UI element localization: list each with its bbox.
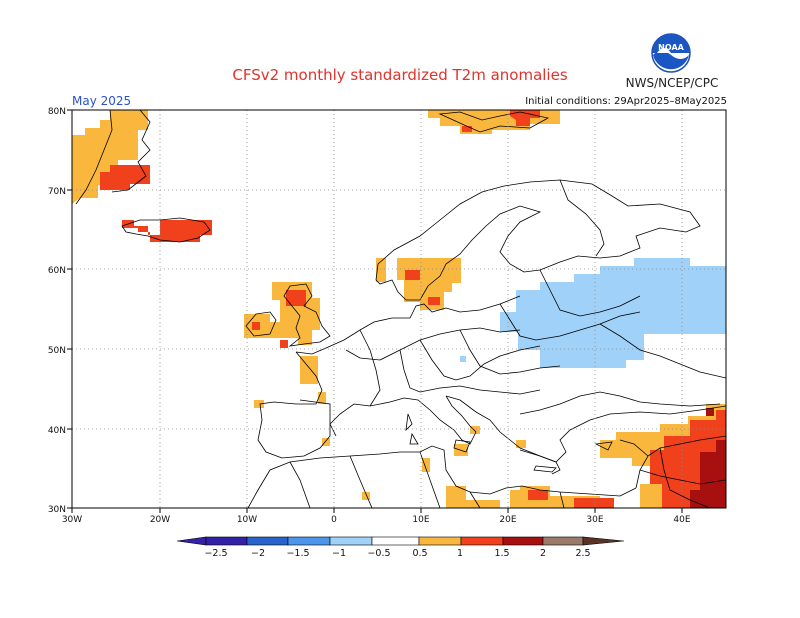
colorbar-segment bbox=[371, 536, 420, 546]
country-outlines bbox=[75, 110, 726, 508]
lon-label: 10W bbox=[237, 515, 257, 525]
colorbar-segment bbox=[176, 536, 207, 546]
colorbar-label: −2 bbox=[251, 548, 265, 559]
anomaly-greece-spot bbox=[516, 440, 526, 448]
map-frame bbox=[71, 109, 727, 509]
colorbar-segment bbox=[246, 536, 289, 546]
colorbar-label: 2.5 bbox=[575, 548, 590, 559]
anomaly-eastern-europe bbox=[500, 258, 726, 368]
lon-label: 10E bbox=[412, 515, 429, 525]
colorbar-segment bbox=[418, 536, 462, 546]
colorbar-segment bbox=[287, 536, 331, 546]
lon-label: 0 bbox=[331, 515, 337, 525]
lon-label: 20E bbox=[499, 515, 516, 525]
lat-label: 70N bbox=[48, 187, 66, 197]
colorbar-label: 0.5 bbox=[412, 548, 427, 559]
anomaly-algeria-spot bbox=[362, 458, 430, 500]
lat-label: 50N bbox=[48, 346, 66, 356]
colorbar-label: −2.5 bbox=[204, 548, 227, 559]
lat-label: 30N bbox=[48, 505, 66, 515]
anomaly-shading bbox=[72, 110, 726, 508]
lon-label: 20W bbox=[150, 515, 170, 525]
anomaly-libya bbox=[446, 486, 500, 508]
anomaly-greenland-strong bbox=[100, 165, 150, 190]
lon-label: 30E bbox=[586, 515, 603, 525]
anomaly-iraq-iran bbox=[690, 440, 726, 508]
noaa-logo: NOAA bbox=[651, 33, 691, 73]
anomaly-spain-spot bbox=[322, 438, 330, 446]
colorbar-segment bbox=[205, 536, 248, 546]
colorbar-segment bbox=[460, 536, 504, 546]
agency-label: NWS/NCEP/CPC bbox=[625, 76, 719, 90]
axis-ticks bbox=[67, 109, 683, 513]
longitude-labels: 30W 20W 10W 0 10E 20E 30E 40E bbox=[62, 515, 691, 525]
anomaly-czech-spot bbox=[460, 356, 466, 362]
svg-text:NOAA: NOAA bbox=[658, 43, 684, 52]
map-title: CFSv2 monthly standardized T2m anomalies bbox=[232, 66, 568, 84]
anomaly-france-west bbox=[300, 356, 318, 384]
colorbar: −2.5 −2 −1.5 −1 −0.5 0.5 1 1.5 2 2.5 bbox=[176, 536, 625, 559]
colorbar-label: −1 bbox=[332, 548, 346, 559]
anomaly-svalbard-spot bbox=[462, 126, 472, 132]
anomaly-egypt-strong bbox=[528, 490, 614, 508]
anomaly-sweden-strong bbox=[405, 270, 440, 305]
colorbar-segment bbox=[582, 536, 625, 546]
lon-label: 40E bbox=[673, 515, 690, 525]
colorbar-label: 2 bbox=[540, 548, 546, 559]
anomaly-britain bbox=[270, 282, 320, 345]
colorbar-label: 1 bbox=[457, 548, 463, 559]
colorbar-segment bbox=[502, 536, 544, 546]
colorbar-segment bbox=[329, 536, 373, 546]
lon-label: 30W bbox=[62, 515, 82, 525]
anomaly-turkey-spot bbox=[706, 408, 714, 416]
graticule bbox=[72, 110, 726, 508]
lat-label: 60N bbox=[48, 266, 66, 276]
lat-label: 40N bbox=[48, 426, 66, 436]
period-label: May 2025 bbox=[72, 94, 132, 108]
colorbar-label: −1.5 bbox=[286, 548, 309, 559]
colorbar-label: −0.5 bbox=[367, 548, 390, 559]
anomaly-britain-strong bbox=[252, 290, 306, 348]
colorbar-segment bbox=[542, 536, 584, 546]
latitude-labels: 80N 70N 60N 50N 40N 30N bbox=[48, 107, 66, 515]
initial-conditions-label: Initial conditions: 29Apr2025–8May2025 bbox=[525, 96, 727, 107]
colorbar-label: 1.5 bbox=[494, 548, 509, 559]
anomaly-iceland bbox=[122, 220, 212, 242]
lat-label: 80N bbox=[48, 107, 66, 117]
anomaly-svalbard-strong bbox=[510, 110, 540, 126]
anomaly-iberia-nw bbox=[254, 392, 326, 408]
